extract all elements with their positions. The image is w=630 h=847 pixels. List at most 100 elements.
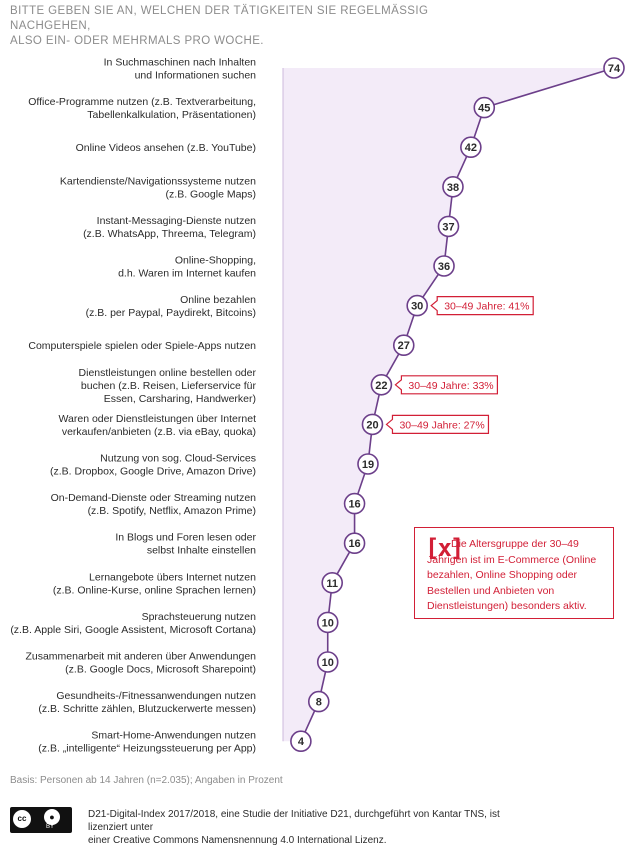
data-label: 38 [447,182,459,194]
usage-chart: In Suchmaschinen nach Inhalten und Inform… [10,57,625,755]
category-label-line: (z.B. Schritte zählen, Blutzuckerwerte m… [38,703,256,715]
callout-box [430,296,534,316]
callout-box [385,414,490,434]
category-label-line: Sprachsteuerung nutzen [142,611,257,623]
category-label-line: (z.B. per Paypal, Paydirekt, Bitcoins) [86,307,256,319]
license-line: einer Creative Commons Namensnennung 4.0… [88,835,387,846]
data-point [460,136,482,158]
data-label: 37 [442,221,454,233]
category-label-line: Dienstleistungen online bestellen oder [79,367,257,379]
category-label: Online Videos ansehen (z.B. YouTube) [76,142,256,154]
data-label: 16 [348,499,360,511]
category-label: Nutzung von sog. Cloud-Services (z.B. Dro… [50,453,256,478]
callout-box [394,375,499,395]
category-label-line: Waren oder Dienstleistungen über Interne… [59,413,257,425]
category-label: Office-Programme nutzen (z.B. Textverarb… [28,96,256,121]
question-line: BITTE GEBEN SIE AN, WELCHEN DER TÄTIGKEI… [10,5,429,32]
category-label: Computerspiele spielen oder Spiele-Apps … [28,340,256,352]
note-text: Die Altersgruppe der 30–49 Jährigen ist … [427,538,597,612]
category-label: Kartendienste/Navigationssysteme nutzen(… [60,175,256,200]
category-label-line: (z.B. Google Docs, Microsoft Sharepoint) [65,664,256,676]
category-label-line: Zusammenarbeit mit anderen über Anwendun… [25,651,256,663]
category-label: Sprachsteuerung nutzen (z.B. Apple Siri, … [10,611,256,636]
data-point [343,532,366,555]
category-label-line: Essen, Carsharing, Handwerker) [104,393,256,405]
data-point [603,57,625,79]
data-label: 36 [438,261,450,273]
category-label-line: In Blogs und Foren lesen oder [115,532,256,544]
category-label-line: In Suchmaschinen nach Inhalten [104,57,257,69]
cc-icon: cc [13,810,31,828]
category-label-line: Nutzung von sog. Cloud-Services [100,453,256,465]
callout-text: 30–49 Jahre: 27% [399,419,484,431]
category-label-line: (z.B. Dropbox, Google Drive, Amazon Driv… [50,466,256,478]
attribution-icon: ● [44,809,60,825]
data-point [357,453,379,475]
category-label-line: Office-Programme nutzen (z.B. Textverarb… [28,96,256,108]
data-point [316,651,339,673]
data-point [392,334,415,357]
data-label: 22 [375,380,387,392]
category-label-line: selbst Inhalte einstellen [147,545,256,557]
age-group-note: [x] Die Altersgruppe der 30–49 Jährigen … [414,527,614,619]
category-label-line: verkaufen/anbieten (z.B. via eBay, quoka… [62,426,256,438]
data-label: 20 [366,419,378,431]
data-point [473,96,496,119]
category-label-line: Gesundheits-/Fitnessanwendungen nutzen [56,690,256,702]
data-point [321,571,344,594]
category-label-line: (z.B. Apple Siri, Google Assistent, Micr… [10,624,256,636]
category-label: On-Demand-Dienste oder Streaming nutzen(… [51,492,257,517]
data-label: 11 [326,578,338,590]
category-label: In Suchmaschinen nach Inhalten und Inform… [104,57,257,82]
data-label: 19 [362,459,374,471]
category-label-line: (z.B. WhatsApp, Threema, Telegram) [83,228,256,240]
category-label: In Blogs und Foren lesen oder selbst Inha… [115,532,256,557]
data-point [406,294,428,317]
data-label: 30 [411,301,423,313]
data-label: 42 [465,142,477,154]
category-label-line: (z.B. „intelligente“ Heizungssteuerung p… [38,743,256,755]
creative-commons-logo: cc ● BY [10,807,72,833]
data-label: 10 [322,657,334,669]
callout-text: 30–49 Jahre: 33% [408,380,493,392]
category-label-line: Tabellenkalkulation, Präsentationen) [87,109,256,121]
data-label: 16 [348,538,360,550]
data-label: 4 [298,736,305,748]
data-point [343,492,366,515]
category-label-line: Online-Shopping, [175,255,256,267]
category-label-line: buchen (z.B. Reisen, Lieferservice für [81,380,257,392]
footer-basis: Basis: Personen ab 14 Jahren (n=2.035); … [10,775,283,786]
data-label: 10 [322,617,334,629]
category-label: Online-Shopping, d.h. Waren im Internet k… [118,255,256,280]
category-label: Zusammenarbeit mit anderen über Anwendun… [25,651,256,676]
category-label-line: und Informationen suchen [135,70,257,82]
data-label: 8 [316,697,322,709]
category-label: Lernangebote übers Internet nutzen (z.B. … [53,571,256,596]
callout-text: 30–49 Jahre: 41% [444,301,529,313]
note-mark: [x] [425,534,464,562]
category-label: Dienstleistungen online bestellen oder bu… [79,367,257,405]
category-label-line: (z.B. Google Maps) [166,188,256,200]
area-fill [283,68,614,742]
category-label-line: Lernangebote übers Internet nutzen [89,571,256,583]
category-label-line: Computerspiele spielen oder Spiele-Apps … [28,340,256,352]
category-label-line: Instant-Messaging-Dienste nutzen [97,215,256,227]
category-label: Instant-Messaging-Dienste nutzen (z.B. Wh… [83,215,256,240]
category-label: Gesundheits-/Fitnessanwendungen nutzen (z… [38,690,256,715]
data-label: 74 [608,63,621,75]
category-label: Waren oder Dienstleistungen über Interne… [59,413,257,438]
question-text: BITTE GEBEN SIE AN, WELCHEN DER TÄTIGKEI… [10,4,480,49]
data-point [290,730,312,753]
category-label-line: Kartendienste/Navigationssysteme nutzen [60,175,256,187]
data-label: 27 [398,340,410,352]
data-point [370,373,393,396]
category-label-line: On-Demand-Dienste oder Streaming nutzen [51,492,257,504]
data-point [361,413,384,436]
question-line: ALSO EIN- ODER MEHRMALS PRO WOCHE. [10,35,264,47]
category-label-line: Smart-Home-Anwendungen nutzen [91,730,256,742]
category-label-line: (z.B. Online-Kurse, online Sprachen lern… [53,584,256,596]
data-point [316,611,339,634]
category-label: Smart-Home-Anwendungen nutzen (z.B. „inte… [38,730,256,755]
category-label-line: Online Videos ansehen (z.B. YouTube) [76,142,256,154]
license-line: D21-Digital-Index 2017/2018, eine Studie… [88,809,500,833]
